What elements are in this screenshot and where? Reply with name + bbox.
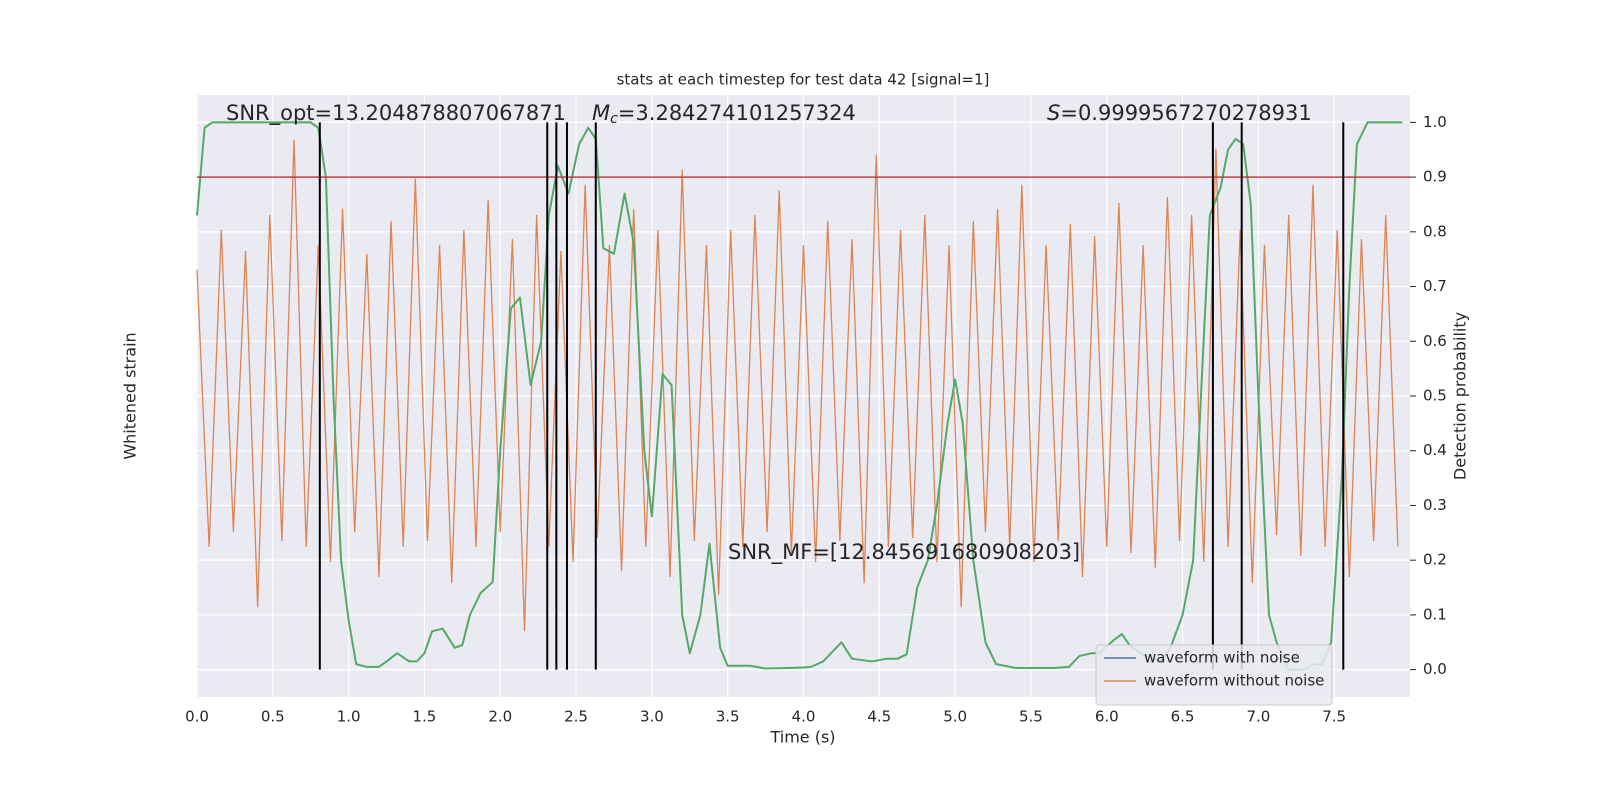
x-tick-label: 7.0 — [1246, 708, 1270, 726]
series-line — [196, 121, 1403, 671]
legend-box — [1095, 644, 1333, 706]
x-tick-label: 3.5 — [716, 708, 740, 726]
y2-tick-label: 0.3 — [1423, 496, 1447, 514]
annotation-subscript: c — [610, 111, 618, 127]
annotation-symbol: M — [592, 101, 610, 125]
x-tick-label: 2.0 — [488, 708, 512, 726]
x-tick-label: 0.0 — [185, 708, 209, 726]
x-tick-label: 2.5 — [564, 708, 588, 726]
y2-axis-label: Detection probability — [1451, 312, 1470, 480]
y2-tick-label: 0.2 — [1423, 551, 1447, 569]
x-tick-label: 6.5 — [1171, 708, 1195, 726]
y2-tick-label: 0.8 — [1423, 222, 1447, 240]
x-tick-label: 5.5 — [1019, 708, 1043, 726]
y2-tick-label: 0.4 — [1423, 441, 1447, 459]
y2-tick-label: 0.6 — [1423, 332, 1447, 350]
chart-title: stats at each timestep for test data 42 … — [617, 71, 990, 89]
y2-tick-label: 0.9 — [1423, 168, 1447, 186]
y-axis-label: Whitened strain — [121, 332, 140, 459]
y2-tick-label: 0.0 — [1423, 660, 1447, 678]
x-tick-label: 3.0 — [640, 708, 664, 726]
x-tick-label: 5.0 — [943, 708, 967, 726]
annotation-text: =3.284274101257324 — [618, 101, 856, 125]
legend-label: waveform with noise — [1144, 649, 1300, 667]
y2-tick-label: 0.5 — [1423, 387, 1447, 405]
x-tick-label: 0.5 — [261, 708, 285, 726]
x-axis-label: Time (s) — [769, 728, 835, 747]
annotation: S=0.9999567270278931 — [1047, 101, 1312, 125]
y2-tick-label: 0.7 — [1423, 277, 1447, 295]
x-tick-label: 6.0 — [1095, 708, 1119, 726]
y2-tick-label: 1.0 — [1423, 113, 1447, 131]
legend-label: waveform without noise — [1144, 672, 1324, 690]
x-tick-label: 1.5 — [413, 708, 437, 726]
x-tick-label: 4.0 — [792, 708, 816, 726]
series-line — [196, 139, 1399, 632]
annotation-symbol: S — [1047, 101, 1060, 125]
x-tick-label: 7.5 — [1322, 708, 1346, 726]
x-tick-label: 1.0 — [337, 708, 361, 726]
annotation: SNR_MF=[12.845691680908203] — [728, 540, 1080, 565]
annotation: Mc=3.284274101257324 — [592, 101, 856, 127]
y2-tick-label: 0.1 — [1423, 605, 1447, 623]
annotation: SNR_opt=13.204878807067871 — [226, 101, 566, 126]
annotation-text: =0.9999567270278931 — [1060, 101, 1311, 125]
x-tick-label: 4.5 — [867, 708, 891, 726]
